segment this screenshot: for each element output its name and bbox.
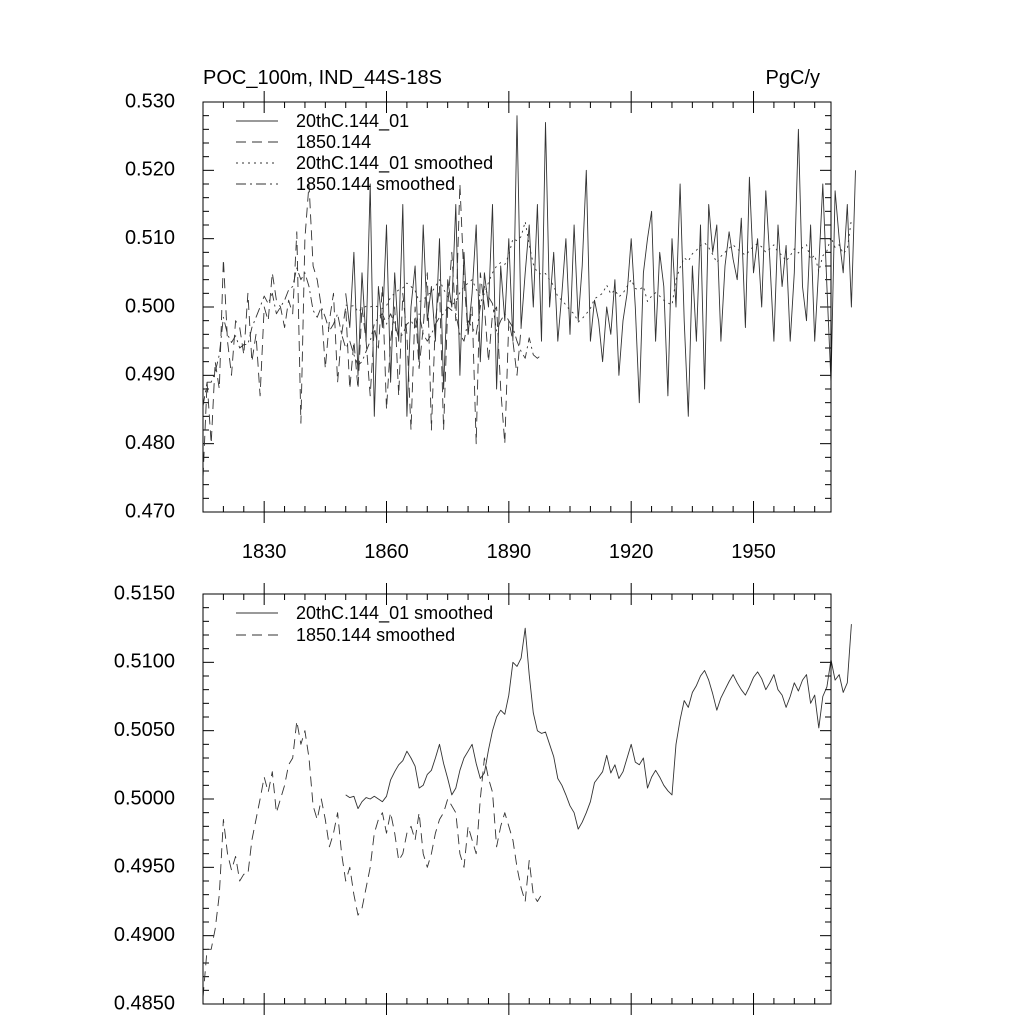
y-tick-label: 0.5150 — [114, 582, 175, 604]
bottom-panel-y-tick-labels: 0.4850 0.4900 0.4950 0.5000 0.5050 0.5100 0.51… — [114, 582, 175, 1014]
series-line-2 — [202, 183, 522, 478]
y-tick-label: 0.470 — [125, 500, 175, 522]
x-tick-label: 1860 — [364, 541, 409, 563]
bottom-panel-series-lines — [202, 624, 852, 998]
top-panel-y-tick-labels: 0.470 0.480 0.490 0.500 0.510 0.520 0.530 — [125, 90, 175, 522]
y-tick-label: 0.480 — [125, 432, 175, 454]
top-panel-x-tick-labels: 1830 1860 1890 1920 1950 — [242, 541, 776, 563]
y-tick-label: 0.4900 — [114, 924, 175, 946]
series-line-2 — [202, 720, 542, 998]
y-tick-label: 0.520 — [125, 159, 175, 181]
bottom-panel-frame — [202, 593, 832, 1005]
top-panel-ticks — [202, 91, 831, 523]
legend-label: 1850.144 — [296, 132, 371, 152]
top-panel-title: POC_100m, IND_44S-18S — [203, 67, 442, 89]
y-tick-label: 0.4850 — [114, 992, 175, 1014]
x-tick-label: 1830 — [242, 541, 287, 563]
x-tick-label: 1890 — [487, 541, 532, 563]
x-tick-label: 1920 — [609, 541, 654, 563]
legend-label: 20thC.144_01 — [296, 111, 409, 132]
y-tick-label: 0.5000 — [114, 787, 175, 809]
y-tick-label: 0.530 — [125, 90, 175, 112]
legend-label: 1850.144 smoothed — [296, 174, 455, 194]
top-panel-frame — [202, 101, 832, 513]
legend-label: 1850.144 smoothed — [296, 625, 455, 645]
top-panel-units: PgC/y — [766, 67, 820, 89]
y-tick-label: 0.5100 — [114, 651, 175, 673]
y-tick-label: 0.510 — [125, 227, 175, 249]
top-panel: POC_100m, IND_44S-18S PgC/y 0.4700.4800.… — [125, 67, 856, 563]
bottom-panel: 0.4850 0.4900 0.4950 0.5000 0.5050 0.5100 0.51… — [114, 582, 852, 1015]
bottom-panel-ticks — [202, 583, 831, 1015]
y-tick-label: 0.5050 — [114, 719, 175, 741]
series-line-1 — [345, 624, 852, 830]
y-tick-label: 0.490 — [125, 364, 175, 386]
y-tick-label: 0.500 — [125, 295, 175, 317]
series-line-3 — [345, 219, 852, 323]
legend-label: 20thC.144_01 smoothed — [296, 153, 493, 174]
top-panel-series-lines — [202, 115, 856, 478]
y-tick-label: 0.4950 — [114, 856, 175, 878]
series-line-1 — [345, 115, 856, 417]
legend-label: 20thC.144_01 smoothed — [296, 603, 493, 624]
series-line-4 — [202, 267, 542, 407]
x-tick-label: 1950 — [731, 541, 776, 563]
